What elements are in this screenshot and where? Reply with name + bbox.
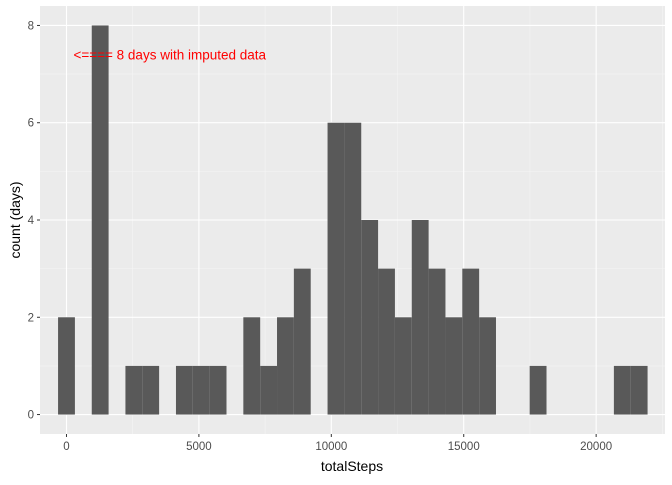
histogram-bar: [529, 365, 547, 415]
y-tick-label: 6: [28, 118, 34, 130]
annotation-imputed: <==== 8 days with imputed data: [74, 48, 267, 63]
histogram-bar: [630, 365, 648, 415]
histogram-bar: [411, 220, 429, 415]
x-tick-label: 0: [63, 441, 69, 453]
y-tick-label: 8: [28, 20, 34, 32]
x-tick-label: 5000: [186, 441, 212, 453]
histogram-bar: [142, 365, 160, 415]
histogram-bar: [445, 317, 463, 415]
histogram-bar: [462, 268, 480, 415]
bars: [58, 25, 648, 415]
histogram-bar: [58, 317, 75, 415]
histogram-bar: [394, 317, 412, 415]
histogram-bar: [175, 365, 193, 415]
histogram-bar: [243, 317, 261, 415]
x-axis-title: totalSteps: [321, 458, 383, 474]
y-tick-label: 4: [28, 215, 35, 227]
y-tick-label: 0: [28, 410, 34, 422]
histogram-bar: [613, 365, 631, 415]
y-tick-label: 2: [28, 312, 34, 324]
histogram-bar: [428, 268, 446, 415]
x-tick-label: 10000: [315, 441, 347, 453]
histogram-bar: [209, 365, 227, 415]
histogram-bar: [378, 268, 395, 415]
histogram-bar: [192, 365, 210, 415]
histogram-bar: [327, 122, 345, 415]
x-tick-label: 15000: [448, 441, 480, 453]
histogram-bar: [125, 365, 143, 415]
histogram-bar: [344, 122, 362, 415]
histogram-bar: [293, 268, 311, 415]
axis-ticks: 0 2 4 6 8 0 5000 10000 15000 20000: [28, 20, 613, 453]
x-tick-label: 20000: [580, 441, 612, 453]
histogram-bar: [479, 317, 496, 415]
histogram-bar: [91, 25, 109, 415]
y-axis-title: count (days): [7, 181, 23, 258]
histogram-bar: [260, 365, 278, 415]
histogram-bar: [361, 220, 379, 415]
histogram-bar: [277, 317, 294, 415]
